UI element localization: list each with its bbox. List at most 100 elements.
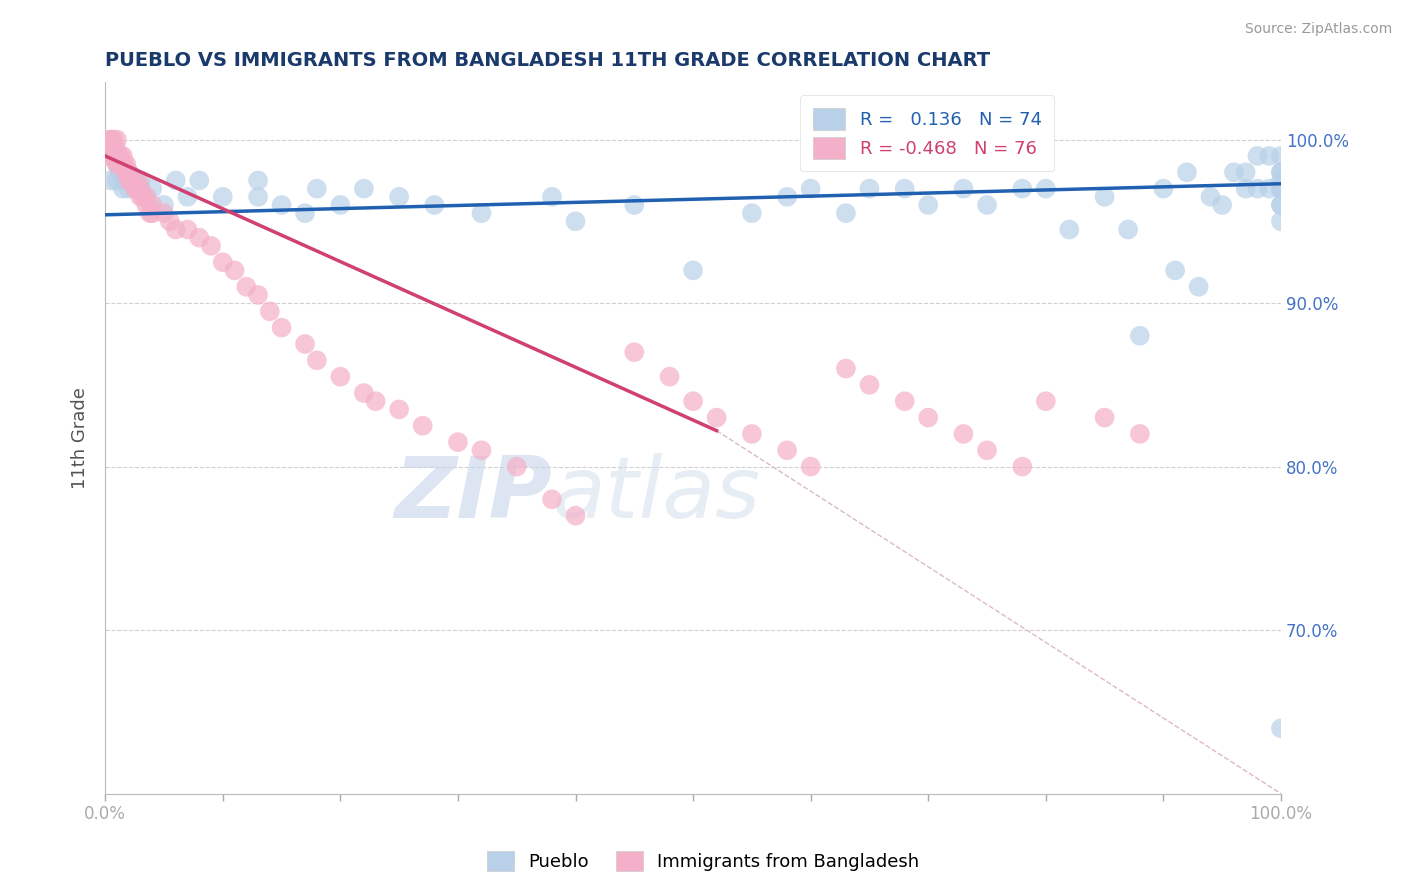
Point — [682, 263, 704, 277]
Point — [329, 198, 352, 212]
Point — [1129, 328, 1152, 343]
Point — [159, 214, 181, 228]
Point — [470, 206, 492, 220]
Point — [132, 190, 155, 204]
Point — [1094, 410, 1116, 425]
Point — [127, 173, 149, 187]
Point — [1234, 181, 1257, 195]
Point — [364, 394, 387, 409]
Point — [124, 181, 146, 195]
Point — [1270, 181, 1292, 195]
Point — [800, 459, 823, 474]
Point — [1246, 181, 1268, 195]
Point — [294, 337, 316, 351]
Point — [1270, 214, 1292, 228]
Point — [111, 181, 134, 195]
Point — [952, 181, 974, 195]
Point — [235, 279, 257, 293]
Point — [329, 369, 352, 384]
Point — [423, 198, 446, 212]
Point — [1270, 181, 1292, 195]
Point — [470, 443, 492, 458]
Point — [139, 206, 162, 220]
Point — [776, 190, 799, 204]
Point — [506, 459, 529, 474]
Point — [101, 141, 124, 155]
Point — [1270, 181, 1292, 195]
Point — [125, 181, 148, 195]
Point — [129, 173, 152, 187]
Point — [114, 165, 136, 179]
Point — [1270, 173, 1292, 187]
Point — [1199, 190, 1222, 204]
Point — [100, 132, 122, 146]
Point — [141, 198, 163, 212]
Point — [412, 418, 434, 433]
Point — [917, 410, 939, 425]
Point — [741, 206, 763, 220]
Point — [111, 157, 134, 171]
Point — [1270, 165, 1292, 179]
Point — [129, 181, 152, 195]
Point — [1035, 394, 1057, 409]
Point — [141, 181, 163, 195]
Point — [100, 173, 122, 187]
Point — [118, 173, 141, 187]
Point — [118, 165, 141, 179]
Point — [800, 181, 823, 195]
Point — [135, 198, 157, 212]
Point — [118, 181, 141, 195]
Point — [110, 149, 132, 163]
Point — [564, 214, 586, 228]
Point — [165, 222, 187, 236]
Point — [1270, 721, 1292, 735]
Point — [447, 435, 470, 450]
Point — [105, 149, 128, 163]
Point — [1059, 222, 1081, 236]
Point — [97, 149, 120, 163]
Y-axis label: 11th Grade: 11th Grade — [72, 387, 89, 489]
Point — [1188, 279, 1211, 293]
Point — [104, 141, 127, 155]
Point — [564, 508, 586, 523]
Point — [111, 157, 134, 171]
Point — [1011, 459, 1033, 474]
Point — [111, 149, 134, 163]
Point — [1270, 198, 1292, 212]
Point — [100, 149, 122, 163]
Point — [105, 157, 128, 171]
Point — [741, 426, 763, 441]
Point — [835, 361, 858, 376]
Point — [858, 377, 880, 392]
Point — [893, 181, 915, 195]
Point — [952, 426, 974, 441]
Point — [104, 149, 127, 163]
Point — [682, 394, 704, 409]
Point — [211, 190, 233, 204]
Point — [1152, 181, 1174, 195]
Point — [135, 190, 157, 204]
Point — [706, 410, 728, 425]
Point — [120, 173, 142, 187]
Point — [115, 157, 138, 171]
Point — [247, 288, 270, 302]
Point — [658, 369, 681, 384]
Point — [1094, 190, 1116, 204]
Point — [104, 149, 127, 163]
Point — [211, 255, 233, 269]
Point — [1164, 263, 1187, 277]
Point — [1116, 222, 1139, 236]
Point — [118, 165, 141, 179]
Point — [247, 190, 270, 204]
Point — [115, 173, 138, 187]
Point — [1270, 165, 1292, 179]
Legend: R =   0.136   N = 74, R = -0.468   N = 76: R = 0.136 N = 74, R = -0.468 N = 76 — [800, 95, 1054, 171]
Point — [388, 190, 411, 204]
Point — [1270, 149, 1292, 163]
Point — [176, 190, 198, 204]
Text: PUEBLO VS IMMIGRANTS FROM BANGLADESH 11TH GRADE CORRELATION CHART: PUEBLO VS IMMIGRANTS FROM BANGLADESH 11T… — [105, 51, 990, 70]
Point — [121, 173, 143, 187]
Point — [105, 173, 128, 187]
Point — [111, 165, 134, 179]
Point — [188, 230, 211, 244]
